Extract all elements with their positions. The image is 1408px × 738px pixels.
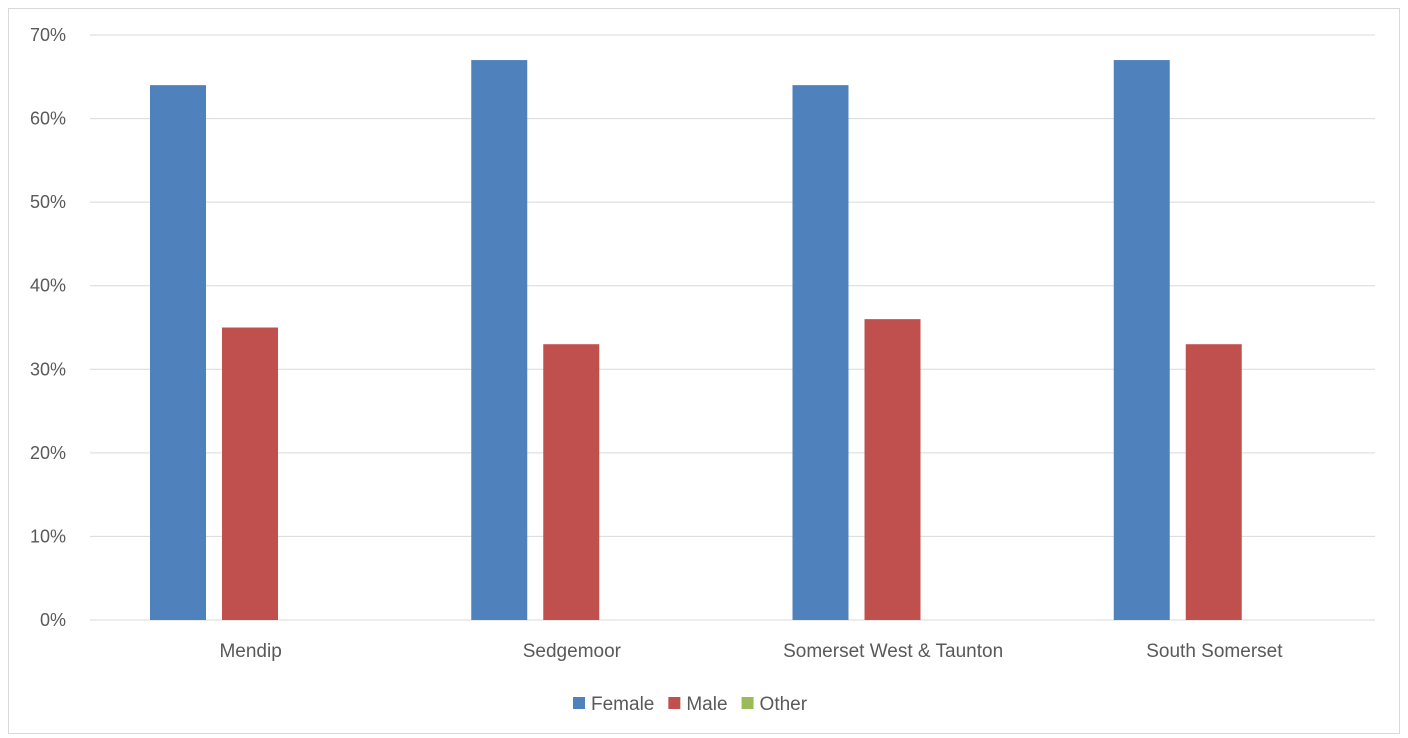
y-tick-label: 20%: [30, 443, 66, 463]
y-tick-label: 40%: [30, 276, 66, 296]
legend: Female Male Other: [573, 694, 808, 715]
bars: [150, 60, 1242, 621]
legend-swatch-male: [668, 697, 681, 709]
legend-swatch-female: [573, 697, 585, 709]
y-tick-label: 50%: [30, 192, 66, 212]
gridlines: [90, 34, 1375, 621]
legend-label: Female: [591, 694, 654, 715]
bar-male: [1185, 344, 1242, 620]
legend-swatch-other: [741, 697, 754, 709]
bar-female: [1113, 60, 1170, 621]
x-tick-label: Mendip: [219, 641, 281, 662]
x-tick-label: South Somerset: [1146, 641, 1283, 662]
bar-male: [864, 319, 921, 620]
y-tick-label: 0%: [40, 610, 66, 630]
legend-label: Other: [760, 694, 808, 715]
x-tick-label: Somerset West & Taunton: [783, 641, 1003, 662]
legend-label: Male: [686, 694, 727, 715]
bar-female: [471, 60, 528, 621]
bar-female: [150, 85, 206, 620]
y-tick-label: 70%: [30, 25, 66, 45]
bar-male: [222, 327, 278, 620]
bar-female: [792, 85, 849, 620]
bar-male: [543, 344, 600, 620]
y-axis-ticks: 0% 10% 20% 30% 40% 50% 60% 70%: [30, 25, 66, 630]
x-axis-ticks: Mendip Sedgemoor Somerset West & Taunton So…: [219, 641, 1283, 662]
y-tick-label: 60%: [30, 109, 66, 129]
y-tick-label: 10%: [30, 526, 66, 546]
y-tick-label: 30%: [30, 359, 66, 379]
x-tick-label: Sedgemoor: [523, 641, 622, 662]
